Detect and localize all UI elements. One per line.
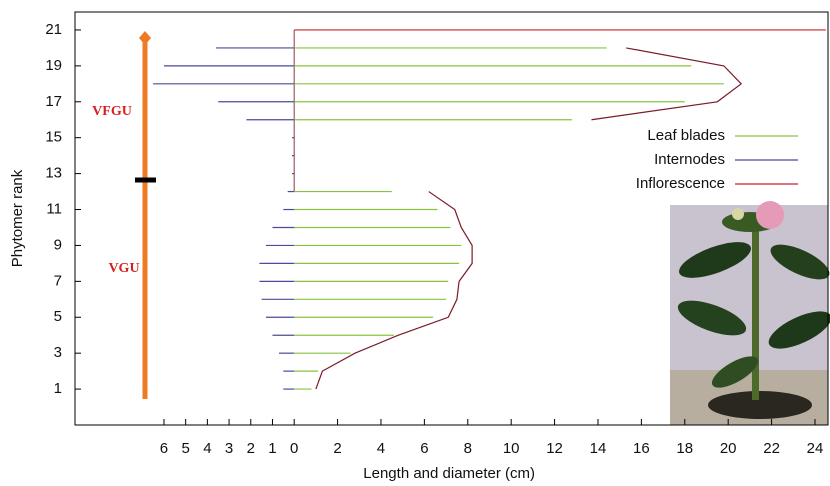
x-tick-label: 4 bbox=[377, 440, 385, 457]
legend-label: Inflorescence bbox=[636, 175, 725, 192]
y-tick-label: 7 bbox=[54, 272, 62, 289]
x-axis-title: Length and diameter (cm) bbox=[363, 465, 535, 482]
annotation: VGU bbox=[108, 261, 139, 276]
y-tick-label: 9 bbox=[54, 236, 62, 253]
x-tick-label: 12 bbox=[546, 440, 563, 457]
x-tick-label: 3 bbox=[225, 440, 233, 457]
x-tick-label: 4 bbox=[203, 440, 211, 457]
y-tick-label: 1 bbox=[54, 380, 62, 397]
y-tick-label: 15 bbox=[45, 129, 62, 146]
x-tick-label: 24 bbox=[807, 440, 824, 457]
x-tick-label: 10 bbox=[503, 440, 520, 457]
leaf bbox=[677, 300, 747, 336]
y-tick-label: 3 bbox=[54, 344, 62, 361]
plot-frame bbox=[74, 11, 829, 426]
stem bbox=[752, 230, 759, 400]
y-tick-label: 5 bbox=[54, 308, 62, 325]
x-tick-label: 0 bbox=[290, 440, 298, 457]
photo bbox=[670, 201, 830, 425]
x-tick-label: 2 bbox=[247, 440, 255, 457]
envelope-line bbox=[315, 47, 743, 390]
growth-unit-bar bbox=[135, 31, 156, 399]
leaf bbox=[768, 311, 830, 349]
bud bbox=[732, 208, 744, 220]
y-axis-title: Phytomer rank bbox=[9, 169, 26, 267]
x-tick-label: 6 bbox=[160, 440, 168, 457]
x-tick-label: 16 bbox=[633, 440, 650, 457]
leaf bbox=[711, 356, 759, 388]
leaf bbox=[679, 242, 751, 278]
diamond bbox=[139, 31, 151, 45]
x-tick-label: 18 bbox=[676, 440, 693, 457]
x-tick-label: 6 bbox=[420, 440, 428, 457]
x-tick-label: 2 bbox=[333, 440, 341, 457]
x-tick-label: 22 bbox=[763, 440, 780, 457]
leaf bbox=[770, 244, 830, 280]
pot bbox=[708, 391, 812, 419]
legend-label: Internodes bbox=[654, 151, 725, 168]
x-tick-label: 20 bbox=[720, 440, 737, 457]
y-tick-label: 11 bbox=[46, 200, 62, 217]
x-tick-label: 1 bbox=[268, 440, 276, 457]
flower bbox=[756, 201, 784, 229]
y-tick-label: 19 bbox=[45, 57, 62, 74]
legend-label: Leaf blades bbox=[647, 127, 725, 144]
y-tick-label: 13 bbox=[45, 165, 62, 182]
y-tick-label: 21 bbox=[45, 21, 62, 38]
x-tick-label: 14 bbox=[590, 440, 607, 457]
x-tick-label: 8 bbox=[464, 440, 472, 457]
annotation: VFGU bbox=[92, 104, 132, 119]
x-tick-label: 5 bbox=[181, 440, 189, 457]
y-tick-label: 17 bbox=[45, 93, 62, 110]
